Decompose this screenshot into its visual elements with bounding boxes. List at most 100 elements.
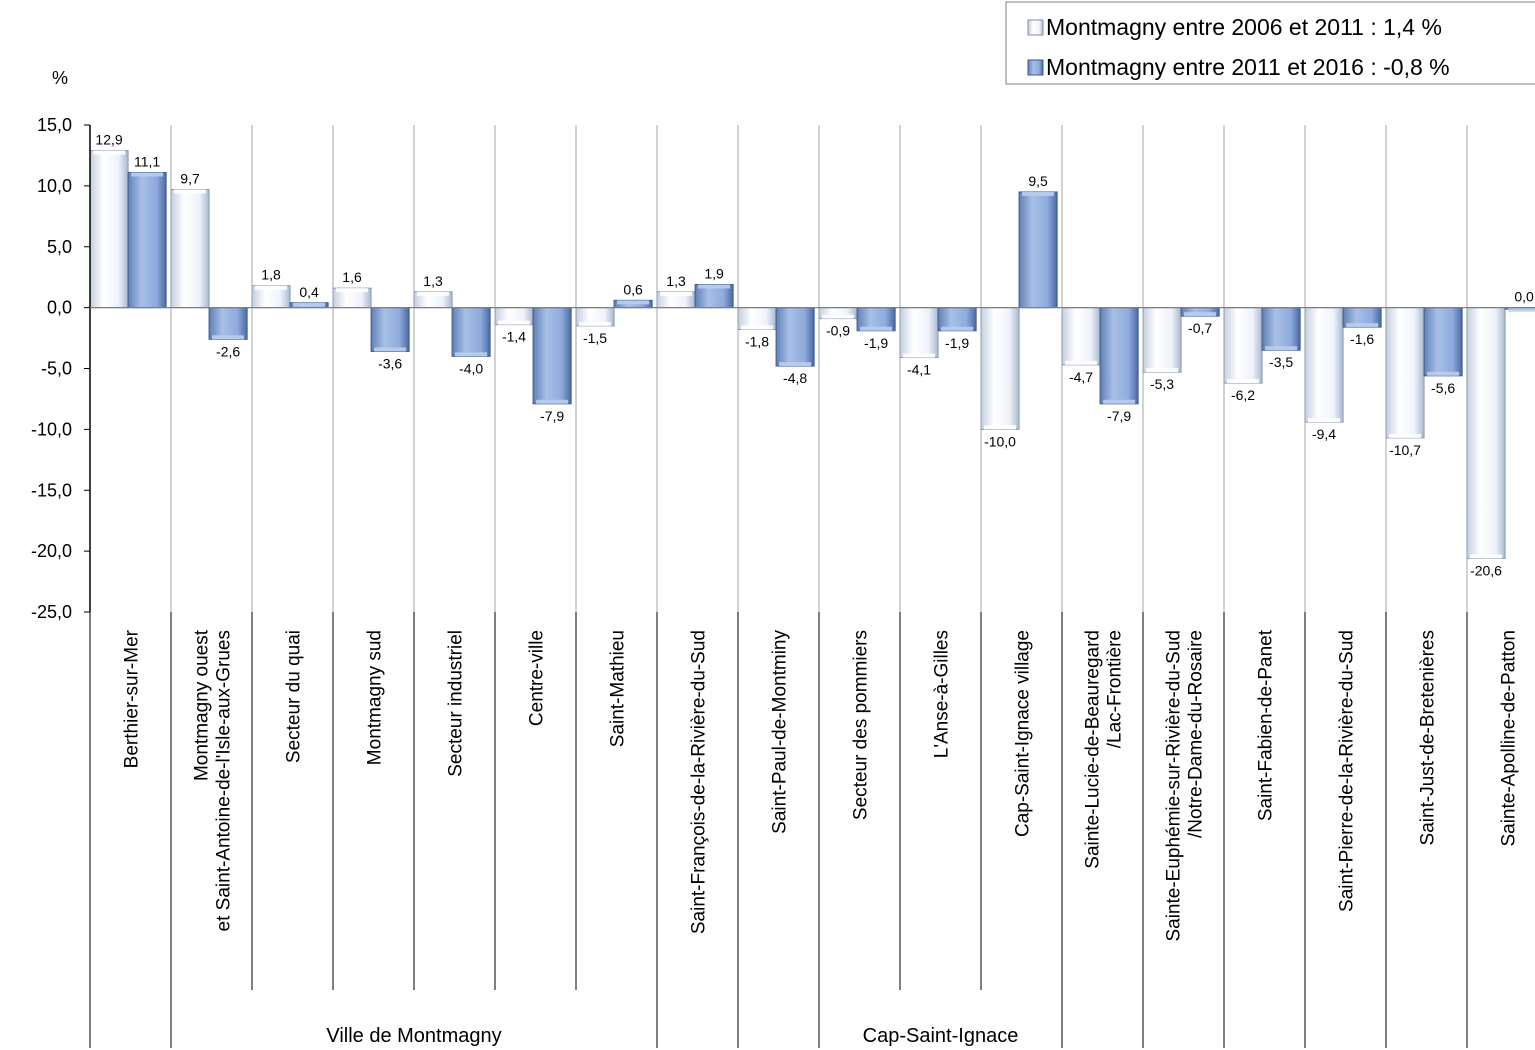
category-label-line: Secteur du quai — [284, 630, 305, 763]
data-label: -4,1 — [907, 362, 931, 378]
bar-bevel — [1065, 360, 1098, 365]
bar-bevel — [498, 320, 531, 325]
bar-2006-2011 — [170, 189, 210, 309]
y-tick-label: 0,0 — [47, 298, 72, 318]
bar-2011-2016 — [1099, 307, 1139, 405]
bar-bevel — [1346, 323, 1379, 328]
bar-2011-2016 — [208, 307, 248, 340]
category-label: Montmagny ouestet Saint-Antoine-de-l'Isl… — [192, 629, 235, 931]
data-label: 1,6 — [342, 269, 362, 285]
bar-bevel — [293, 302, 326, 307]
category-label: Saint-Mathieu — [608, 630, 629, 747]
data-label: 11,1 — [134, 153, 160, 169]
category-label-line: Saint-Fabien-de-Panet — [1256, 629, 1277, 821]
bar-2006-2011 — [1466, 307, 1506, 559]
data-label: 1,3 — [666, 273, 686, 289]
y-tick-label: -10,0 — [31, 419, 72, 439]
bar-bevel — [698, 284, 731, 289]
bar-bevel — [374, 347, 407, 352]
bar-bevel — [417, 291, 450, 296]
legend-swatch — [1027, 59, 1044, 76]
category-label-line: Centre-ville — [527, 630, 548, 726]
bar-bevel — [1508, 307, 1535, 312]
category-label: Saint-Pierre-de-la-Rivière-du-Sud — [1337, 630, 1358, 912]
data-label: -1,5 — [583, 330, 607, 346]
category-label-line: Berthier-sur-Mer — [122, 629, 143, 768]
axes: 15,0 10,0 5,0 0,0 -5,0 -10,0 -15,0 -20,0 -25,0% — [31, 68, 1535, 1048]
data-label: 1,3 — [423, 273, 443, 289]
category-label: Secteur des pommiers — [851, 630, 872, 820]
category-label-line: Montmagny ouest — [192, 629, 213, 781]
labels: 12,99,71,8 1,6 1,3-1,4 -1,51,3-1,8-0,9-4,1-… — [95, 132, 1534, 1047]
bar-bevel — [1470, 554, 1503, 559]
category-label-line: Sainte-Apolline-de-Patton — [1499, 630, 1520, 847]
legend-box — [1005, 1, 1535, 85]
category-label-line: /Notre-Dame-du-Rosaire — [1186, 630, 1207, 838]
bar-bevel — [1022, 191, 1055, 196]
bar-bevel — [941, 326, 974, 331]
category-label: Saint-François-de-la-Rivière-du-Sud — [689, 630, 710, 934]
bar-bevel — [455, 352, 488, 357]
bar-2011-2016 — [1261, 307, 1301, 351]
data-label: -1,9 — [864, 335, 888, 351]
data-label: -20,6 — [1470, 562, 1502, 578]
data-label: 12,9 — [95, 132, 122, 148]
bar-2011-2016 — [451, 307, 491, 357]
data-label: -9,4 — [1312, 426, 1336, 442]
data-label: -0,7 — [1188, 320, 1212, 336]
bar-bevel — [822, 314, 855, 319]
data-label: -4,8 — [783, 370, 807, 386]
category-label: Saint-Just-de-Bretenières — [1418, 630, 1439, 845]
y-tick-label: -5,0 — [41, 359, 72, 379]
bar-2011-2016 — [775, 307, 815, 367]
bar-bevel — [255, 285, 288, 290]
category-label: Sainte-Euphémie-sur-Rivière-du-Sud/Notre… — [1164, 630, 1207, 942]
category-label-line: Cap-Saint-Ignace village — [1013, 630, 1034, 837]
y-tick-label: 5,0 — [47, 237, 72, 257]
data-label: -3,6 — [378, 355, 402, 371]
data-label: -3,5 — [1269, 354, 1293, 370]
y-tick-label: -25,0 — [31, 602, 72, 622]
bar-bevel — [131, 172, 164, 177]
category-label: Secteur industriel — [446, 630, 467, 777]
data-label: -2,6 — [216, 343, 240, 359]
bar-2006-2011 — [1385, 307, 1425, 439]
category-label: Saint-Paul-de-Montminy — [770, 630, 791, 834]
bar-2011-2016 — [370, 307, 410, 352]
category-label: Sainte-Lucie-de-Beauregard/Lac-Frontière — [1083, 630, 1126, 869]
bar-2011-2016 — [1018, 191, 1058, 309]
bar-2006-2011 — [980, 307, 1020, 430]
data-label: -7,9 — [540, 408, 564, 424]
group-label: Cap-Saint-Ignace — [863, 1025, 1019, 1047]
bar-bevel — [93, 150, 126, 155]
data-label: 9,7 — [180, 171, 200, 187]
category-label-line: Saint-François-de-la-Rivière-du-Sud — [689, 630, 710, 934]
category-label-line: Secteur des pommiers — [851, 630, 872, 820]
legend: Montmagny entre 2006 et 2011 : 1,4 % Mont… — [1005, 1, 1535, 85]
bar-bevel — [741, 325, 774, 330]
bar-bevel — [1265, 346, 1298, 351]
category-label-line: Montmagny sud — [365, 630, 386, 765]
data-label: -1,4 — [502, 329, 526, 345]
bar-2006-2011 — [89, 150, 129, 309]
bar-bevel — [1184, 312, 1217, 317]
data-label: 1,9 — [704, 265, 724, 281]
data-label: -5,6 — [1431, 380, 1455, 396]
bar-bevel — [617, 300, 650, 305]
y-tick-label: 15,0 — [37, 115, 72, 135]
bar-2006-2011 — [1142, 307, 1182, 373]
bar-bevel — [779, 362, 812, 367]
y-tick-label: 10,0 — [37, 176, 72, 196]
bar-2011-2016 — [1423, 307, 1463, 377]
legend-swatch — [1027, 19, 1044, 36]
bar-2011-2016 — [127, 171, 167, 309]
category-label-line: Sainte-Lucie-de-Beauregard — [1083, 630, 1104, 869]
bar-bevel — [1308, 418, 1341, 423]
category-label: L'Anse-à-Gilles — [932, 630, 953, 758]
data-label: 0,4 — [299, 284, 319, 300]
category-label: Saint-Fabien-de-Panet — [1256, 629, 1277, 821]
category-label-line: /Lac-Frontière — [1105, 630, 1126, 748]
y-tick-label: -20,0 — [31, 541, 72, 561]
bar-bevel — [1103, 399, 1136, 404]
category-label: Cap-Saint-Ignace village — [1013, 630, 1034, 837]
